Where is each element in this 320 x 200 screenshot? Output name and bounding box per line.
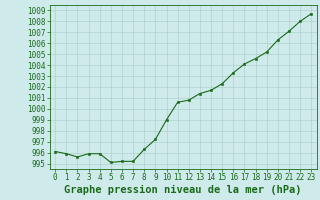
X-axis label: Graphe pression niveau de la mer (hPa): Graphe pression niveau de la mer (hPa) xyxy=(64,185,302,195)
